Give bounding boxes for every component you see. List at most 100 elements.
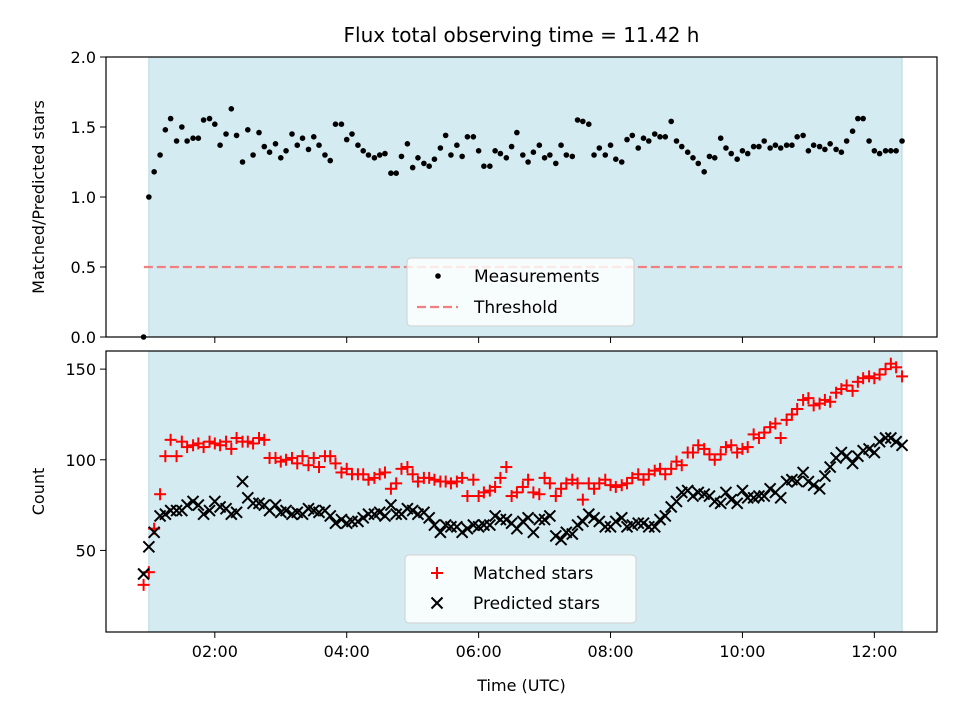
ratio-y-axis-label: Matched/Predicted stars — [29, 100, 48, 294]
predicted-star-point — [862, 442, 876, 456]
measurement-point — [256, 129, 262, 136]
measurement-point — [294, 142, 301, 148]
predicted-star-point — [571, 518, 584, 532]
matched-star-point — [329, 457, 342, 470]
measurement-point — [365, 152, 372, 158]
matched-star-point — [181, 441, 194, 454]
matched-star-point — [582, 477, 595, 490]
matched-star-point — [274, 455, 287, 468]
predicted-star-point — [488, 509, 502, 523]
y-tick-label: 100 — [65, 451, 96, 470]
matched-star-point — [785, 408, 798, 421]
measurement-point — [239, 159, 246, 165]
measurement-point — [635, 145, 642, 151]
matched-star-point — [758, 426, 771, 439]
matched-star-point — [137, 578, 150, 591]
measurement-point — [723, 145, 729, 151]
predicted-star-point — [170, 504, 183, 517]
predicted-star-point — [533, 513, 546, 526]
measurement-point — [283, 148, 289, 154]
measurement-point — [618, 159, 625, 165]
matched-star-point — [208, 437, 221, 450]
matched-star-point — [164, 433, 177, 446]
measurement-point — [640, 135, 647, 141]
matched-star-point — [791, 403, 804, 416]
matched-star-point — [395, 462, 408, 475]
measurement-point — [409, 164, 416, 171]
predicted-stars-series — [137, 431, 909, 581]
measurement-point — [744, 150, 751, 157]
measurement-point — [487, 163, 493, 169]
predicted-star-point — [422, 511, 436, 524]
measurement-point — [585, 121, 592, 127]
measurement-point — [233, 132, 240, 139]
measurement-point — [146, 194, 152, 200]
y-tick-label: 50 — [76, 541, 96, 560]
measurement-point — [261, 143, 268, 150]
measurement-point — [289, 131, 295, 137]
matched-star-point — [384, 482, 397, 495]
matched-star-point — [291, 457, 304, 470]
matched-star-point — [708, 453, 721, 466]
measurement-point — [497, 150, 504, 157]
matched-star-point — [253, 432, 266, 445]
predicted-star-point — [543, 509, 557, 523]
predicted-star-point — [835, 446, 848, 459]
x-tick-label: 10:00 — [719, 642, 765, 661]
legend-matched-marker — [431, 567, 443, 579]
measurement-point — [750, 143, 757, 150]
measurement-point — [151, 169, 157, 175]
measurement-point — [789, 142, 795, 148]
count-x-ticks: 02:00 04:00 06:00 08:00 10:00 12:00 — [192, 632, 897, 661]
matched-star-point — [543, 477, 556, 490]
predicted-star-point — [802, 475, 815, 488]
matched-star-point — [516, 480, 529, 493]
measurement-point — [454, 142, 460, 148]
measurement-point — [173, 138, 180, 144]
matched-star-point — [576, 493, 589, 506]
predicted-star-point — [521, 511, 535, 524]
predicted-star-point — [873, 435, 886, 448]
matched-star-point — [302, 459, 315, 472]
count-y-ticks: 50 100 150 — [65, 360, 106, 560]
matched-star-point — [555, 482, 568, 495]
predicted-star-point — [670, 495, 683, 508]
measurement-point — [206, 115, 213, 122]
predicted-star-point — [653, 513, 667, 526]
matched-star-point — [357, 468, 370, 481]
predicted-star-point — [527, 526, 540, 539]
measurement-point — [437, 145, 444, 151]
predicted-star-point — [378, 509, 392, 523]
predicted-star-point — [335, 513, 348, 526]
matched-star-point — [807, 399, 820, 412]
measurement-point — [272, 141, 279, 147]
matched-star-point — [703, 448, 716, 461]
measurement-point — [223, 131, 229, 137]
matched-star-point — [846, 384, 859, 397]
measurement-point — [426, 163, 432, 169]
measurement-point — [431, 156, 438, 162]
measurement-point — [525, 159, 531, 165]
measurement-point — [322, 152, 328, 158]
matched-star-point — [769, 417, 782, 430]
matched-star-point — [390, 477, 403, 490]
predicted-star-point — [686, 489, 700, 503]
matched-star-point — [280, 453, 293, 466]
matched-star-point — [533, 488, 546, 501]
measurement-point — [651, 131, 658, 137]
matched-star-point — [170, 450, 183, 463]
measurement-point — [855, 115, 861, 122]
matched-star-point — [423, 471, 436, 484]
matched-star-point — [774, 432, 787, 445]
measurement-point — [448, 152, 454, 158]
matched-star-point — [863, 370, 876, 383]
matched-star-point — [549, 490, 562, 503]
measurement-point — [772, 142, 779, 148]
measurement-point — [596, 145, 603, 151]
measurement-point — [343, 136, 350, 143]
measurement-point — [459, 153, 465, 160]
measurement-point — [756, 143, 762, 150]
predicted-star-point — [549, 529, 563, 543]
measurement-point — [520, 152, 526, 158]
matched-star-point — [615, 479, 628, 492]
